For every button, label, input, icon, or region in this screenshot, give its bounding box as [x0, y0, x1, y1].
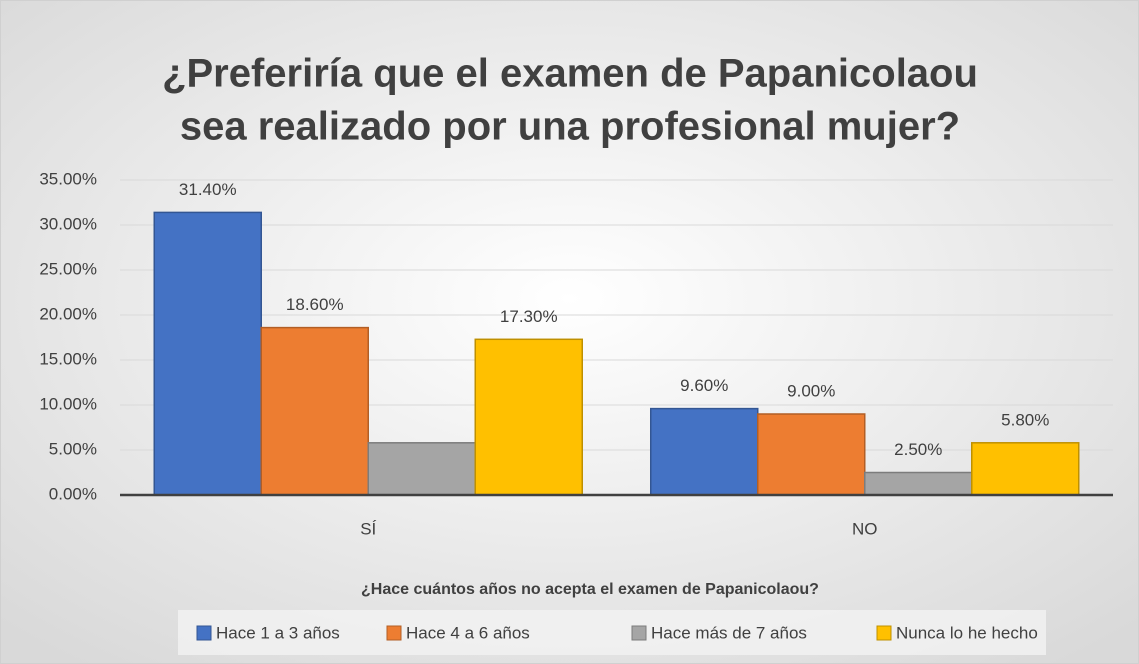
x-tick-label: SÍ: [360, 519, 376, 538]
bar: [260, 326, 369, 496]
y-tick-label: 25.00%: [39, 259, 97, 278]
legend-label: Hace 1 a 3 años: [216, 623, 340, 642]
bar: [153, 211, 262, 496]
legend-label: Hace 4 a 6 años: [406, 623, 530, 642]
y-tick-label: 35.00%: [39, 169, 97, 188]
data-label: 17.30%: [500, 307, 558, 326]
legend-swatch: [386, 625, 402, 641]
legend-swatch: [876, 625, 892, 641]
bar: [367, 442, 476, 496]
y-tick-label: 5.00%: [49, 439, 97, 458]
x-tick-label: NO: [852, 519, 878, 538]
data-label: 18.60%: [286, 295, 344, 314]
legend-label: Hace más de 7 años: [651, 623, 807, 642]
data-label: 5.80%: [1001, 410, 1049, 429]
y-tick-label: 30.00%: [39, 214, 97, 233]
legend-box: [178, 610, 1046, 655]
bar: [757, 413, 866, 496]
bar: [971, 442, 1080, 496]
data-label: 9.00%: [787, 381, 835, 400]
x-axis-title: ¿Hace cuántos años no acepta el examen d…: [361, 581, 819, 598]
bar: [864, 471, 973, 496]
y-tick-label: 20.00%: [39, 304, 97, 323]
y-tick-label: 0.00%: [49, 484, 97, 503]
chart-title: sea realizado por una profesional mujer?: [180, 105, 960, 149]
data-label: 31.40%: [179, 180, 237, 199]
legend-label: Nunca lo he hecho: [896, 623, 1038, 642]
bar: [650, 407, 759, 496]
y-tick-label: 15.00%: [39, 349, 97, 368]
chart-title: ¿Preferiría que el examen de Papanicolao…: [162, 52, 978, 96]
bar: [474, 338, 583, 496]
data-label: 2.50%: [894, 440, 942, 459]
y-tick-label: 10.00%: [39, 394, 97, 413]
legend-swatch: [631, 625, 647, 641]
data-label: 9.60%: [680, 376, 728, 395]
legend-swatch: [196, 625, 212, 641]
